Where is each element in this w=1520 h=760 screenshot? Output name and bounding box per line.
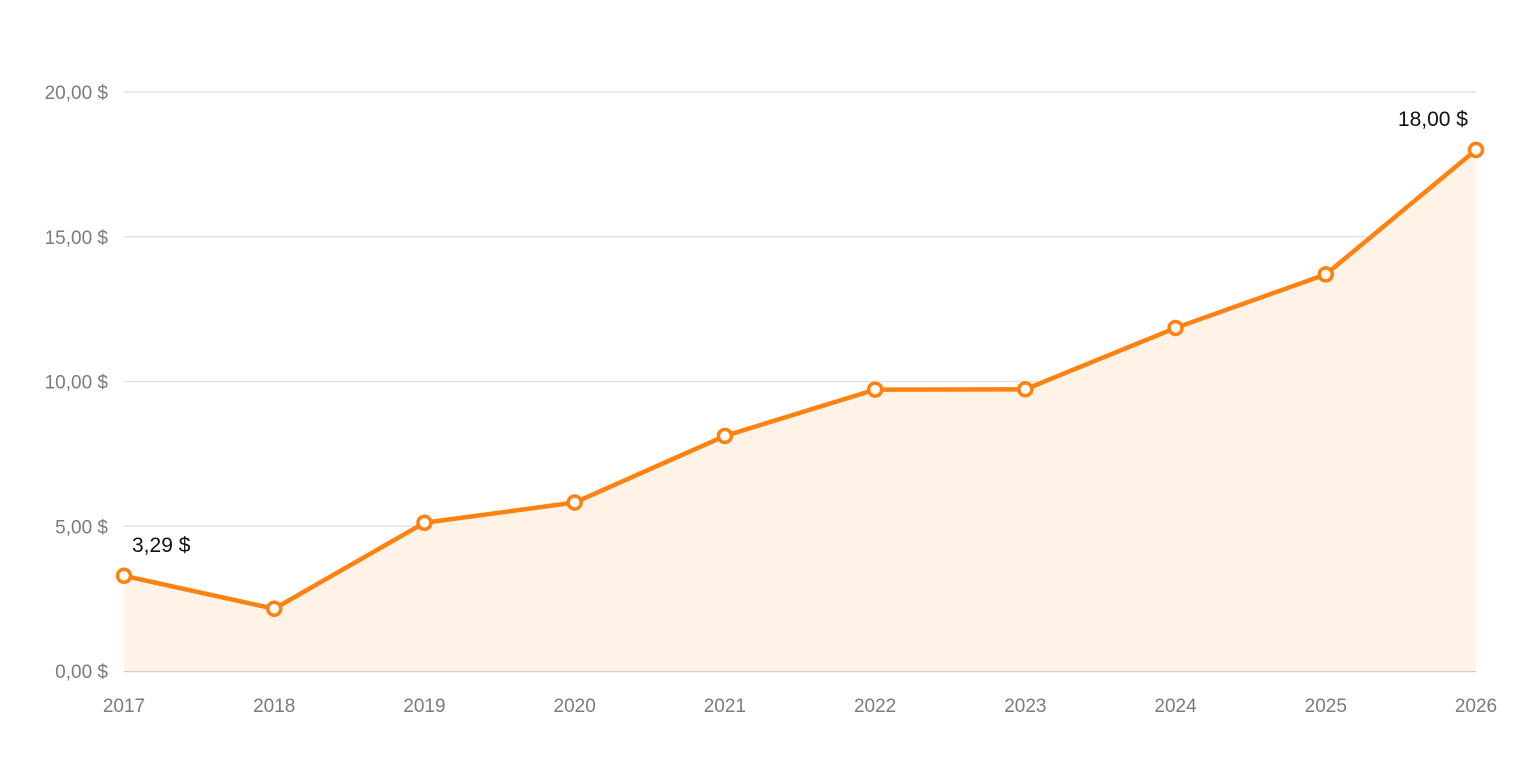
data-point[interactable] xyxy=(416,514,433,532)
y-tick-label: 0,00 $ xyxy=(55,662,108,683)
data-point[interactable] xyxy=(1017,381,1034,398)
line-layer xyxy=(121,147,1479,612)
x-tick-label: 2023 xyxy=(1004,696,1046,717)
points-layer xyxy=(115,141,1485,618)
data-point[interactable] xyxy=(115,567,133,585)
x-tick-label: 2017 xyxy=(103,696,145,717)
y-tick-label: 15,00 $ xyxy=(45,228,109,249)
data-label: 18,00 $ xyxy=(1398,108,1468,131)
x-tick-label: 2021 xyxy=(704,696,746,717)
data-point[interactable] xyxy=(1317,266,1335,283)
data-point[interactable] xyxy=(716,427,734,445)
data-point[interactable] xyxy=(1167,319,1184,337)
data-point[interactable] xyxy=(1467,141,1485,159)
series-area xyxy=(124,149,1476,671)
data-labels: 3,29 $ 18,00 $ xyxy=(132,108,1468,557)
data-point[interactable] xyxy=(566,494,583,511)
y-tick-label: 5,00 $ xyxy=(55,517,108,538)
x-axis-labels: 2017 2018 2019 2020 2021 2022 2023 2024 2025 2026 xyxy=(103,696,1497,717)
y-tick-label: 10,00 $ xyxy=(45,373,109,394)
x-tick-label: 2019 xyxy=(403,696,445,717)
data-point[interactable] xyxy=(866,381,884,398)
x-tick-label: 2022 xyxy=(854,696,896,717)
area-layer xyxy=(124,149,1476,671)
series-line xyxy=(121,147,1479,612)
y-axis-labels: 0,00 $ 5,00 $ 10,00 $ 15,00 $ 20,00 $ xyxy=(45,83,109,683)
x-tick-label: 2020 xyxy=(554,696,596,717)
data-point[interactable] xyxy=(265,600,283,618)
y-tick-label: 20,00 $ xyxy=(45,83,109,104)
x-tick-label: 2018 xyxy=(253,696,295,717)
x-tick-label: 2025 xyxy=(1305,696,1347,717)
data-label: 3,29 $ xyxy=(132,534,191,557)
x-tick-label: 2026 xyxy=(1455,696,1497,717)
x-tick-label: 2024 xyxy=(1154,696,1197,717)
